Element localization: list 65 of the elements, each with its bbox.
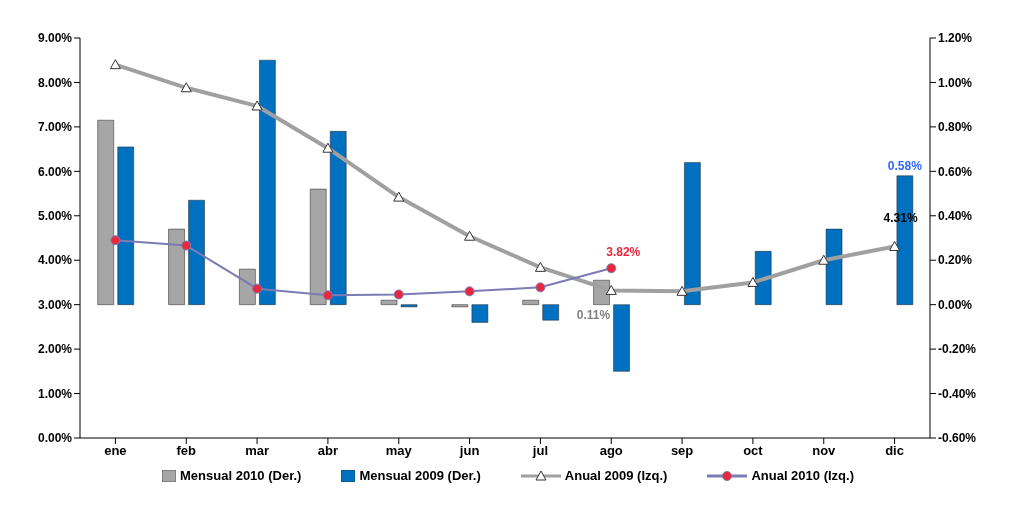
point	[464, 286, 475, 297]
y2-tick-label: 1.00%	[938, 75, 973, 90]
x-tick-label: abr	[317, 443, 339, 459]
y2-tick-label: 0.40%	[938, 209, 973, 224]
y2-tick-label: -0.20%	[938, 342, 977, 357]
data-label: 0.11%	[576, 307, 611, 322]
y-tick-label: 3.00%	[37, 297, 73, 312]
point	[110, 235, 121, 246]
bar	[380, 299, 398, 305]
bar	[259, 59, 276, 305]
bar	[97, 119, 114, 305]
x-tick-label: jun	[458, 443, 480, 459]
legend-label: Mensual 2009 (Der.)	[358, 468, 481, 483]
y-tick-label: 1.00%	[37, 386, 73, 401]
x-tick-label: feb	[176, 443, 197, 459]
bar	[754, 251, 772, 305]
bar	[542, 304, 559, 321]
legend-label: Anual 2009 (Izq.)	[563, 468, 668, 483]
y-tick-label: 7.00%	[37, 120, 73, 135]
bar	[117, 146, 134, 305]
point	[393, 289, 404, 300]
x-tick-label: sep	[670, 443, 694, 459]
bar	[825, 228, 843, 305]
y-tick-label: 4.00%	[37, 253, 73, 268]
x-tick-label: mar	[245, 443, 270, 459]
y2-tick-label: -0.40%	[938, 386, 977, 401]
x-tick-label: ene	[104, 443, 127, 459]
bar	[451, 304, 469, 308]
y2-tick-label: 0.80%	[938, 120, 973, 135]
bar	[613, 304, 630, 372]
point	[322, 290, 333, 301]
data-label: 3.82%	[606, 245, 641, 260]
y-tick-label: 0.00%	[37, 431, 73, 446]
bar	[329, 131, 347, 305]
bar	[239, 268, 256, 305]
x-tick-label: jul	[531, 443, 548, 459]
y-tick-label: 2.00%	[37, 342, 73, 357]
y2-tick-label: 0.20%	[938, 253, 973, 268]
point	[252, 283, 263, 294]
bar	[684, 162, 701, 305]
bar	[309, 188, 327, 305]
x-tick-label: dic	[885, 443, 904, 459]
y2-tick-label: -0.60%	[938, 431, 977, 446]
y-tick-label: 8.00%	[37, 75, 73, 90]
data-label: 0.58%	[887, 158, 923, 173]
y2-tick-label: 0.60%	[938, 164, 973, 179]
x-tick-label: ago	[599, 443, 623, 459]
x-tick-label: may	[385, 443, 413, 459]
point	[606, 263, 617, 274]
bar	[400, 304, 418, 308]
y2-tick-label: 1.20%	[938, 31, 973, 46]
bar	[522, 299, 539, 305]
x-tick-label: nov	[812, 443, 837, 459]
point	[181, 240, 192, 251]
y-tick-label: 6.00%	[37, 164, 73, 179]
bar	[188, 199, 205, 305]
y2-tick-label: 0.00%	[938, 297, 973, 312]
y-tick-label: 5.00%	[37, 209, 73, 224]
legend-label: Mensual 2010 (Der.)	[179, 468, 302, 483]
x-tick-label: oct	[743, 443, 764, 459]
legend-label: Anual 2010 (Izq.)	[750, 468, 854, 483]
y-tick-label: 9.00%	[37, 31, 73, 46]
point	[535, 282, 546, 293]
bar	[168, 228, 185, 305]
bar	[471, 304, 489, 323]
